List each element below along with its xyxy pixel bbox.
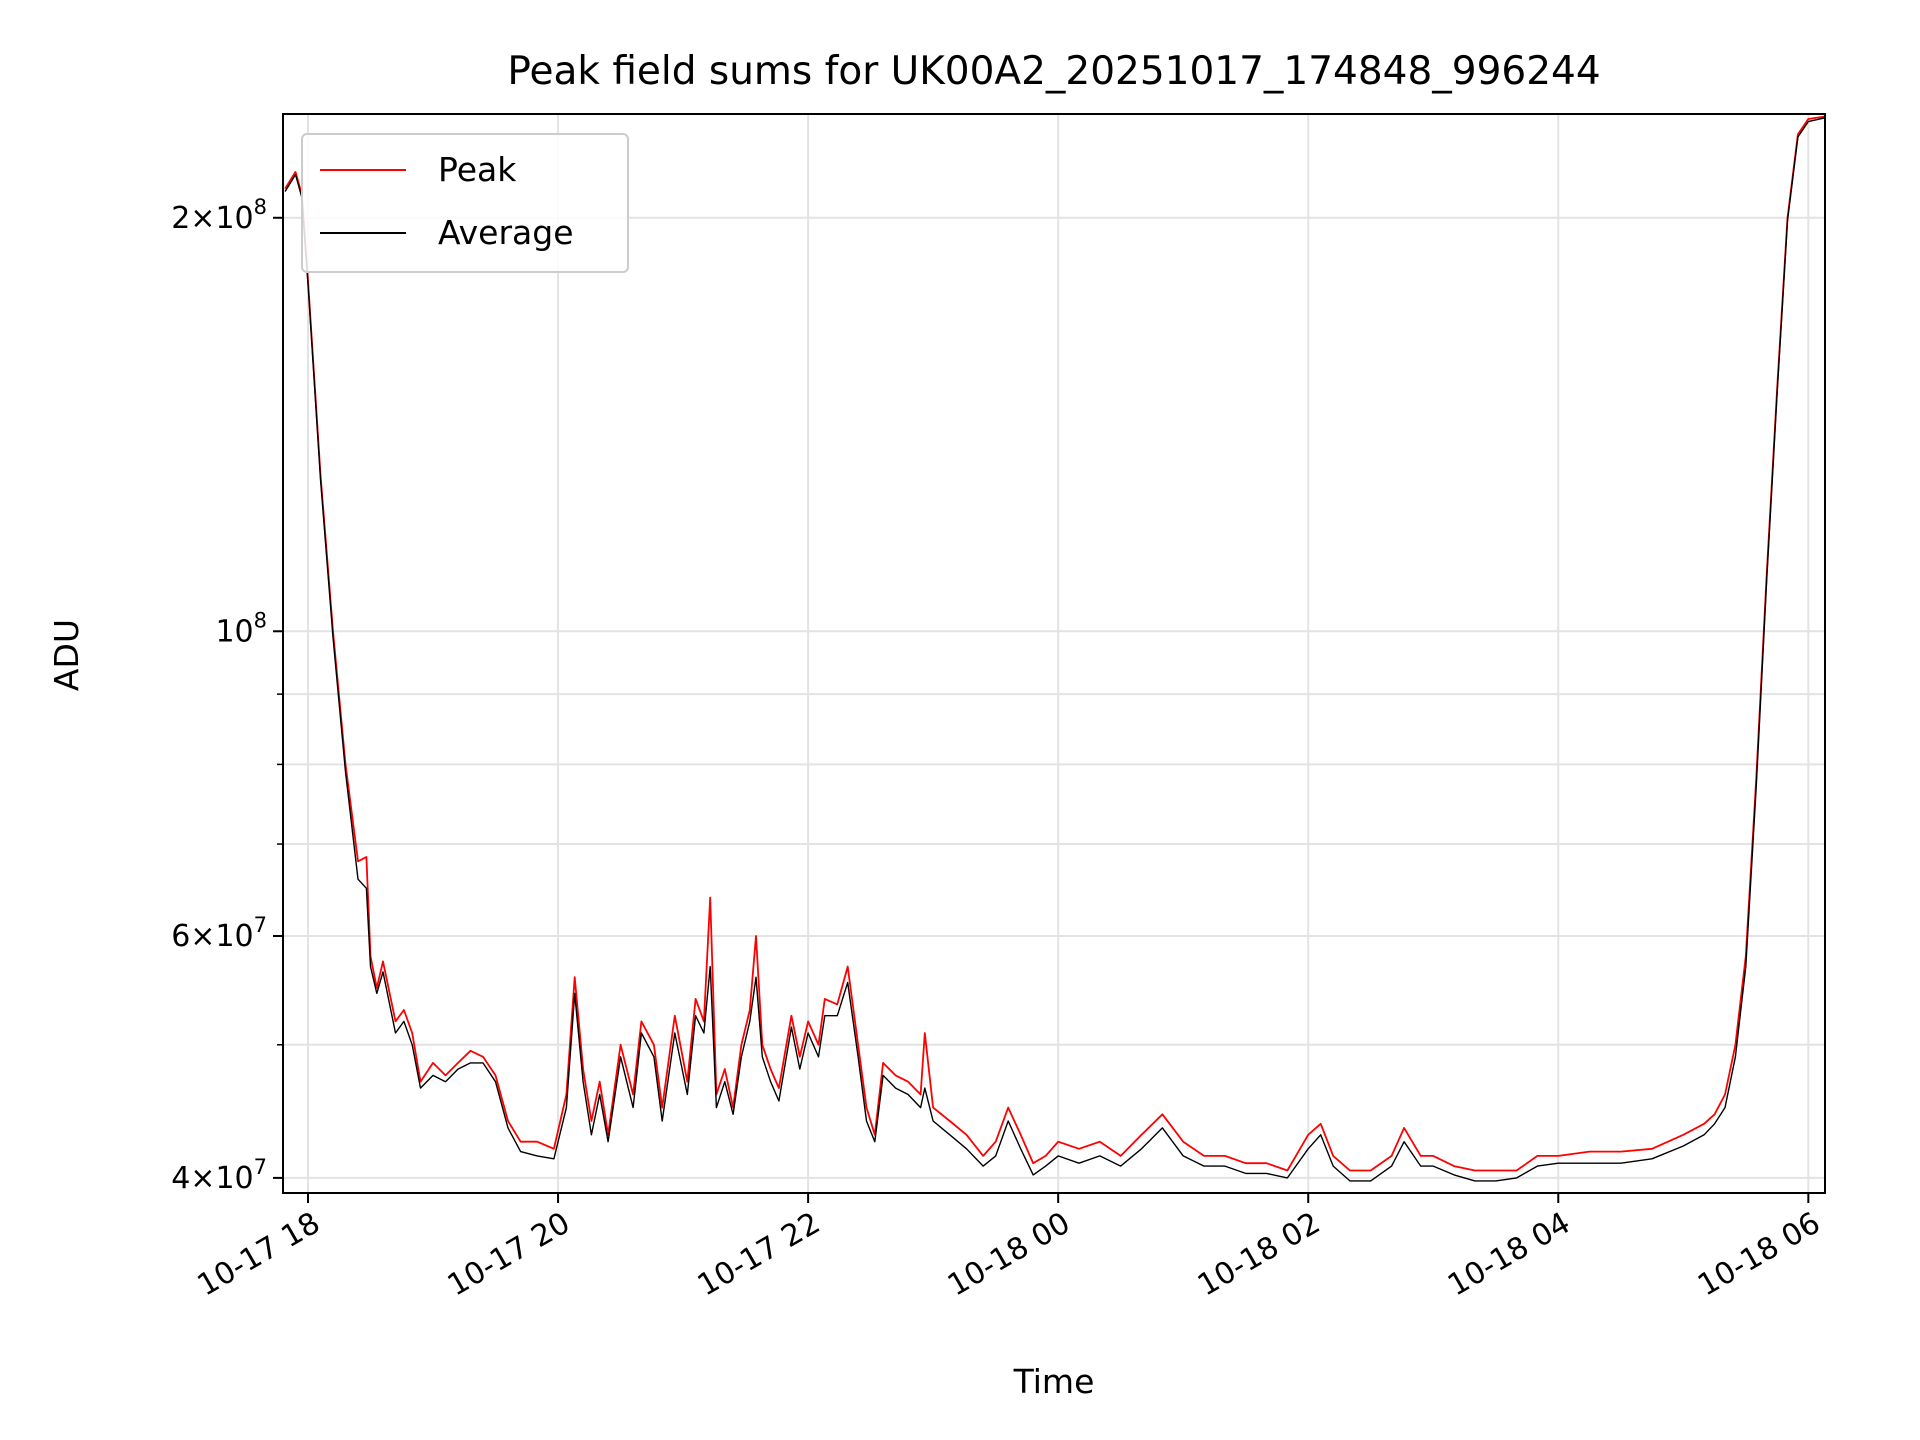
plot-frame xyxy=(282,113,1826,1194)
chart-title: Peak field sums for UK00A2_20251017_1748… xyxy=(507,49,1600,94)
y-tick-label: 108 xyxy=(215,608,267,649)
y-tick-exponent: 7 xyxy=(254,913,267,937)
legend-label-peak: Peak xyxy=(438,150,517,189)
series-line-peak xyxy=(284,115,1826,1172)
y-tick-base: 4 xyxy=(171,1161,190,1196)
y-tick-exponent: 7 xyxy=(254,1155,267,1179)
y-tick-ten: 10 xyxy=(215,1161,253,1196)
y-axis-label: ADU xyxy=(47,619,86,691)
series-line-average xyxy=(284,117,1826,1182)
legend-label-average: Average xyxy=(438,213,574,252)
y-tick-times: × xyxy=(190,201,215,236)
y-tick-label: 6×107 xyxy=(171,913,267,954)
y-tick-ten: 10 xyxy=(215,614,253,649)
y-tick-times: × xyxy=(190,919,215,954)
legend-box xyxy=(301,133,629,273)
legend: Peak Average xyxy=(301,133,629,273)
x-axis-label: Time xyxy=(1013,1362,1095,1401)
y-tick-label: 4×107 xyxy=(171,1155,267,1196)
y-tick-times: × xyxy=(190,1161,215,1196)
y-tick-base: 6 xyxy=(171,919,190,954)
series-lines xyxy=(284,115,1826,1182)
y-tick-base: 2 xyxy=(171,201,190,236)
y-tick-label: 2×108 xyxy=(171,195,267,236)
y-tick-ten: 10 xyxy=(215,201,253,236)
y-tick-exponent: 8 xyxy=(254,195,267,219)
y-tick-exponent: 8 xyxy=(254,608,267,632)
grid-lines xyxy=(283,114,1825,1193)
y-tick-ten: 10 xyxy=(215,919,253,954)
